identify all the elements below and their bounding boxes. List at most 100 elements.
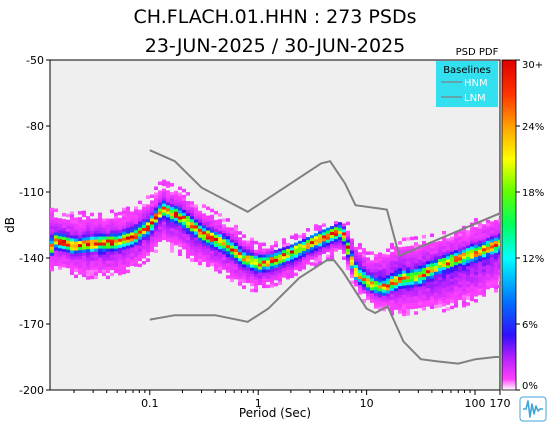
pdf-cell	[130, 220, 134, 224]
pdf-cell	[414, 254, 418, 258]
pdf-cell	[498, 254, 500, 259]
pdf-cell	[194, 204, 198, 209]
pdf-cell	[130, 259, 134, 263]
pdf-cell	[202, 252, 206, 256]
pdf-cell	[478, 273, 482, 278]
pdf-cell	[386, 299, 390, 304]
pdf-cell	[490, 254, 494, 258]
pdf-cell	[86, 228, 90, 232]
pdf-cell	[454, 271, 458, 275]
pdf-cell	[150, 248, 154, 252]
pdf-cell	[130, 223, 134, 227]
pdf-cell	[118, 241, 122, 246]
pdf-cell	[338, 225, 342, 229]
pdf-cell	[398, 286, 402, 290]
pdf-cell	[406, 309, 410, 313]
pdf-cell	[398, 259, 402, 263]
pdf-cell	[178, 234, 182, 239]
pdf-cell	[494, 244, 498, 248]
pdf-cell	[78, 229, 82, 233]
pdf-cell	[142, 255, 146, 259]
pdf-cell	[222, 224, 226, 228]
pdf-cell	[226, 230, 230, 234]
pdf-cell	[358, 255, 362, 259]
pdf-cell	[206, 215, 210, 220]
pdf-cell	[422, 234, 426, 239]
pdf-cell	[54, 256, 58, 260]
pdf-cell	[214, 210, 218, 215]
pdf-cell	[210, 235, 214, 240]
pdf-cell	[98, 245, 102, 250]
pdf-cell	[486, 219, 490, 224]
pdf-cell	[62, 227, 66, 232]
pdf-cell	[158, 214, 162, 219]
pdf-cell	[214, 219, 218, 224]
pdf-cell	[430, 260, 434, 265]
pdf-cell	[458, 275, 462, 279]
pdf-cell	[86, 222, 90, 226]
pdf-cell	[78, 238, 82, 242]
pdf-cell	[318, 225, 322, 229]
pdf-cell	[362, 269, 366, 273]
pdf-cell	[150, 236, 154, 240]
pdf-cell	[350, 268, 354, 273]
pdf-cell	[350, 280, 354, 285]
pdf-cell	[426, 303, 430, 307]
pdf-cell	[474, 260, 478, 264]
pdf-cell	[170, 240, 174, 244]
pdf-cell	[138, 254, 142, 259]
pdf-cell	[150, 209, 154, 213]
pdf-cell	[490, 248, 494, 252]
pdf-cell	[126, 218, 130, 223]
pdf-cell	[174, 193, 178, 198]
pdf-cell	[114, 251, 118, 256]
pdf-cell	[486, 255, 490, 260]
pdf-cell	[426, 300, 430, 304]
pdf-cell	[306, 249, 310, 253]
pdf-cell	[478, 267, 482, 272]
pdf-cell	[238, 264, 242, 268]
pdf-cell	[142, 216, 146, 220]
pdf-cell	[146, 222, 150, 226]
pdf-cell	[178, 240, 182, 245]
pdf-cell	[442, 239, 446, 244]
pdf-cell	[390, 308, 394, 313]
pdf-cell	[470, 297, 474, 302]
pdf-cell	[74, 241, 78, 246]
pdf-cell	[358, 258, 362, 262]
pdf-cell	[414, 284, 418, 288]
pdf-cell	[242, 243, 246, 247]
pdf-cell	[266, 266, 270, 271]
pdf-cell	[234, 233, 238, 238]
pdf-cell	[370, 290, 374, 294]
pdf-cell	[374, 287, 378, 291]
pdf-cell	[154, 228, 158, 232]
pdf-cell	[250, 249, 254, 254]
pdf-cell	[466, 281, 470, 285]
pdf-cell	[486, 231, 490, 236]
pdf-cell	[166, 190, 170, 194]
pdf-cell	[334, 221, 338, 225]
pdf-cell	[310, 250, 314, 254]
pdf-cell	[126, 221, 130, 226]
pdf-cell	[230, 263, 234, 268]
pdf-cell	[202, 240, 206, 244]
pdf-cell	[226, 275, 230, 279]
pdf-cell	[326, 254, 330, 259]
pdf-cell	[434, 301, 438, 306]
pdf-cell	[174, 202, 178, 207]
pdf-cell	[86, 240, 90, 244]
pdf-cell	[166, 199, 170, 203]
pdf-cell	[454, 283, 458, 287]
pdf-cell	[434, 268, 438, 273]
pdf-cell	[250, 255, 254, 260]
pdf-cell	[70, 262, 74, 266]
pdf-cell	[234, 272, 238, 277]
pdf-cell	[254, 273, 258, 278]
pdf-cell	[322, 223, 326, 227]
pdf-cell	[94, 227, 98, 232]
pdf-cell	[402, 264, 406, 269]
pdf-cell	[362, 272, 366, 276]
pdf-cell	[270, 248, 274, 252]
pdf-cell	[246, 273, 250, 278]
